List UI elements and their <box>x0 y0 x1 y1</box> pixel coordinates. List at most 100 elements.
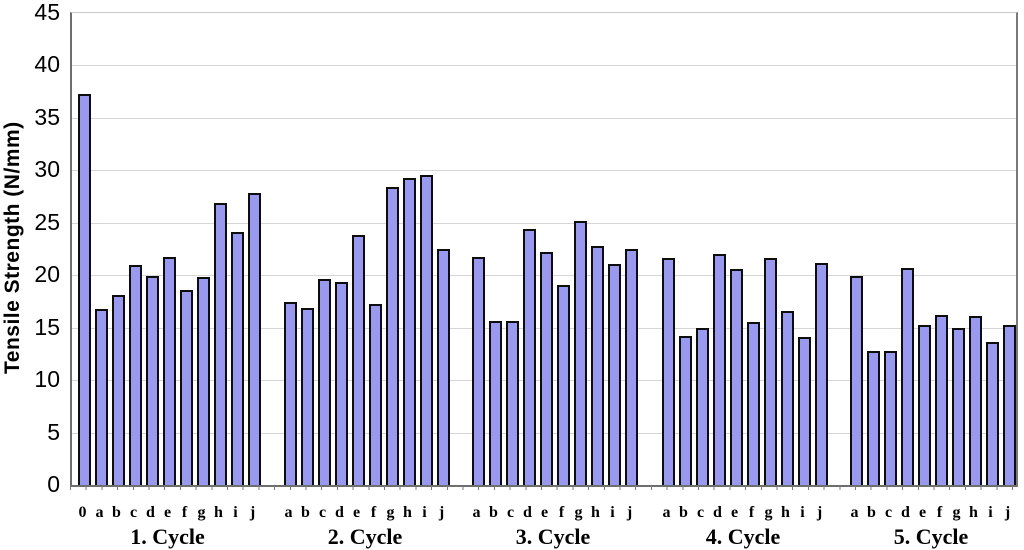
category-label: b <box>867 504 876 521</box>
bar <box>163 257 176 485</box>
bar <box>129 265 142 485</box>
bar <box>781 311 794 485</box>
category-label: c <box>318 504 327 521</box>
category-label: c <box>884 504 893 521</box>
category-label: a <box>284 504 293 521</box>
category-label: h <box>969 504 978 521</box>
bar <box>437 249 450 485</box>
x-axis-tick-strip <box>70 486 1018 490</box>
y-tick-label: 15 <box>34 313 60 340</box>
category-label: g <box>197 504 206 521</box>
bar <box>301 308 314 485</box>
category-label: f <box>181 504 188 521</box>
bar <box>95 309 108 485</box>
category-label: g <box>574 504 583 521</box>
category-label: a <box>472 504 481 521</box>
bar <box>884 351 897 485</box>
category-label: h <box>403 504 412 521</box>
bar <box>352 235 365 485</box>
bar <box>197 277 210 485</box>
category-label: e <box>352 504 361 521</box>
y-tick-label: 10 <box>34 366 60 393</box>
bar <box>557 285 570 485</box>
group-label: 1. Cycle <box>130 524 205 549</box>
category-label: h <box>214 504 223 521</box>
group-label: 4. Cycle <box>705 524 781 549</box>
bar <box>523 229 536 485</box>
category-label: e <box>540 504 549 521</box>
y-tick-label: 40 <box>34 51 60 78</box>
category-label: b <box>112 504 121 521</box>
bar <box>489 321 502 485</box>
gridline <box>72 222 1016 224</box>
category-label: e <box>163 504 172 521</box>
category-label: c <box>506 504 515 521</box>
bar <box>730 269 743 485</box>
category-label: i <box>800 504 805 521</box>
bar <box>935 315 948 485</box>
category-label: e <box>918 504 927 521</box>
category-label: g <box>952 504 961 521</box>
bar <box>713 254 726 485</box>
category-label: f <box>370 504 377 521</box>
bar <box>662 258 675 485</box>
bar <box>284 302 297 485</box>
bar <box>214 203 227 485</box>
category-label: i <box>422 504 427 521</box>
plot-area <box>70 12 1018 487</box>
y-tick-label: 30 <box>34 156 60 183</box>
bar <box>608 264 621 485</box>
category-label: 0 <box>78 504 87 521</box>
category-label: g <box>386 504 395 521</box>
category-label: d <box>901 504 910 521</box>
bar <box>112 295 125 485</box>
y-tick-label: 45 <box>34 0 60 25</box>
bar <box>506 321 519 485</box>
category-label: c <box>696 504 705 521</box>
bar <box>420 175 433 485</box>
gridline <box>72 170 1016 172</box>
bar <box>798 337 811 485</box>
bar <box>369 304 382 485</box>
group-label: 5. Cycle <box>893 524 969 549</box>
category-label: j <box>249 504 256 521</box>
y-tick-label: 35 <box>34 103 60 130</box>
bar <box>696 328 709 485</box>
bar <box>574 221 587 485</box>
bar <box>867 351 880 485</box>
category-label: a <box>850 504 859 521</box>
bar <box>248 193 261 485</box>
bar <box>747 322 760 485</box>
bar <box>386 187 399 485</box>
bar <box>318 279 331 485</box>
bar <box>472 257 485 485</box>
category-label: b <box>679 504 688 521</box>
category-label: i <box>610 504 615 521</box>
y-tick-label: 0 <box>47 471 60 497</box>
category-label: d <box>146 504 155 521</box>
group-label: 3. Cycle <box>515 524 591 549</box>
bar <box>850 276 863 485</box>
y-tick-label: 20 <box>34 261 60 288</box>
category-label: h <box>781 504 790 521</box>
category-label: j <box>1004 504 1011 521</box>
category-label: j <box>816 504 823 521</box>
category-label: a <box>662 504 671 521</box>
bar <box>625 249 638 485</box>
bar <box>901 268 914 485</box>
category-label: i <box>988 504 993 521</box>
category-label: g <box>764 504 773 521</box>
category-label: f <box>936 504 943 521</box>
category-label: d <box>523 504 532 521</box>
y-tick-label: 25 <box>34 208 60 235</box>
bar <box>146 276 159 485</box>
bar <box>815 263 828 485</box>
category-label: a <box>95 504 104 521</box>
category-label: f <box>748 504 755 521</box>
category-label: j <box>626 504 633 521</box>
bar <box>764 258 777 485</box>
category-label: d <box>335 504 344 521</box>
category-label: j <box>438 504 445 521</box>
category-label: b <box>489 504 498 521</box>
